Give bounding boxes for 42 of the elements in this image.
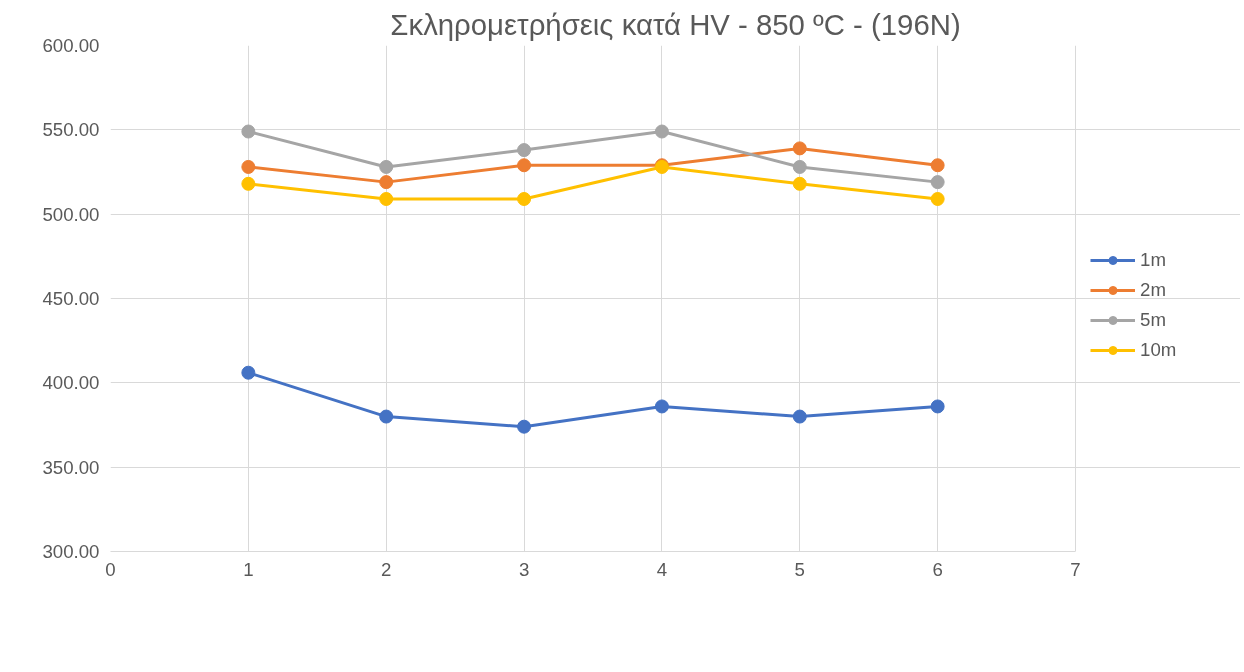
point [379,409,394,424]
y-tick-label: 450.00 [42,288,100,309]
point [379,159,394,174]
point [241,159,256,174]
point [517,192,532,206]
y-tick-label: 400.00 [42,372,100,394]
point [517,143,532,158]
y-tick-label: 350.00 [42,456,100,478]
point [241,124,256,139]
chart-title: Σκληρομετρήσεις κατά HV - 850 ºC - (196N) [390,7,961,41]
point [792,141,807,156]
point [241,176,256,191]
legend-label: 10m [1140,339,1177,361]
point [241,365,256,380]
point [517,419,532,434]
point [654,399,669,414]
x-tick-label: 3 [518,558,530,580]
x-tick-label: 4 [656,558,668,580]
x-tick-label: 2 [381,558,392,580]
y-tick-label: 550.00 [42,119,100,141]
point [930,158,945,173]
y-tick-label: 500.00 [42,203,100,225]
point [517,158,532,173]
x-tick-label: 7 [1070,558,1081,580]
point [792,159,807,174]
point [930,192,945,206]
x-tick-label: 5 [794,558,805,580]
point [654,124,669,139]
point [792,409,807,424]
x-tick-label: 1 [243,558,254,580]
legend-label: 1m [1140,249,1166,271]
legend-label: 2m [1140,279,1166,301]
x-tick-label: 0 [105,558,116,580]
point [930,399,945,414]
legend-label: 5m [1140,309,1166,331]
point [930,175,945,190]
x-tick-label: 6 [932,558,943,580]
point [379,175,394,190]
point [792,176,807,191]
y-tick-label: 300.00 [42,541,100,562]
y-tick-label: 600.00 [42,35,100,56]
point [379,192,394,206]
